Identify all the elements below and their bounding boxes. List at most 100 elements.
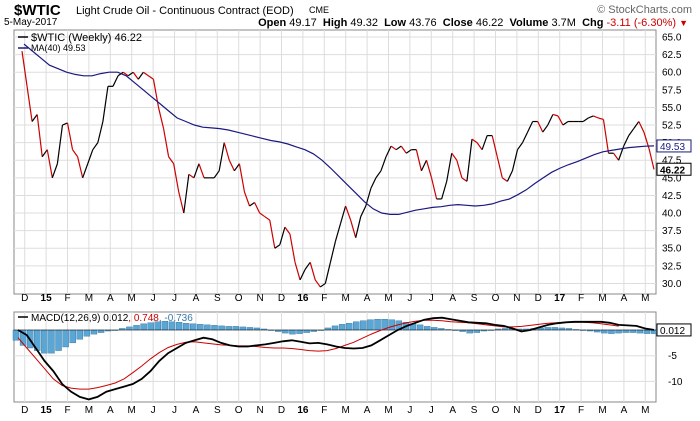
macd-histogram-bar (246, 327, 254, 331)
price-segment (446, 153, 453, 182)
price-segment (56, 124, 64, 164)
price-x-label: F (578, 293, 584, 304)
price-segment (522, 131, 529, 143)
price-segment (430, 177, 438, 200)
price-segment (415, 149, 423, 171)
macd-x-label: M (128, 405, 136, 416)
price-segment (279, 226, 286, 245)
price-segment (162, 128, 170, 157)
legend-ma: MA(40) 49.53 (31, 43, 86, 53)
description: Light Crude Oil - Continuous Contract (E… (76, 5, 294, 17)
macd-histogram-bar (374, 319, 381, 331)
macd-histogram-bar (303, 329, 310, 333)
macd-histogram-bar (282, 329, 289, 334)
price-segment (183, 174, 190, 214)
price-segment (623, 135, 630, 147)
price-x-label: 16 (297, 293, 309, 304)
price-x-label: M (384, 293, 392, 304)
macd-tick-label: -5 (668, 351, 677, 362)
macd-x-label: F (321, 405, 327, 416)
price-segment (496, 156, 503, 178)
price-tick-label: 55.0 (662, 103, 682, 114)
macd-histogram-bar (544, 327, 551, 331)
price-x-label: S (214, 293, 221, 304)
price-segment (218, 142, 225, 171)
price-segment (628, 128, 635, 136)
macd-histogram-bar (473, 329, 480, 333)
price-segment (143, 71, 149, 77)
price-tick-label: 35.0 (662, 244, 682, 255)
legend-macd-part: , -0.736 (159, 313, 193, 324)
price-tick-label: 65.0 (662, 33, 682, 44)
macd-histogram-bar (296, 329, 303, 334)
price-segment (385, 145, 392, 157)
price-x-label: O (235, 293, 243, 304)
macd-histogram-bar (615, 329, 622, 334)
price-segment (193, 163, 200, 179)
price-segment (102, 86, 109, 122)
price-segment (370, 177, 377, 189)
ma-last-value: 49.53 (660, 142, 685, 153)
price-segment (72, 149, 79, 158)
price-segment (223, 142, 230, 161)
macd-histogram-bar (232, 326, 239, 331)
macd-histogram-bar (338, 324, 346, 331)
price-tick-label: 52.5 (662, 121, 682, 132)
price-segment (466, 139, 473, 182)
price-x-label: N (513, 293, 520, 304)
price-segment (122, 71, 129, 77)
macd-histogram-bar (12, 329, 20, 341)
macd-x-label: S (471, 405, 478, 416)
macd-last-value-box (656, 323, 692, 337)
macd-histogram-bar (97, 329, 105, 333)
macd-line (17, 316, 655, 401)
price-segment (62, 122, 68, 126)
macd-x-label: J (407, 405, 412, 416)
macd-signal-line (17, 319, 619, 390)
macd-x-label: O (492, 405, 500, 416)
macd-x-label: M (384, 405, 392, 416)
price-x-label: A (449, 293, 456, 304)
price-segment (284, 226, 291, 235)
macd-histogram-bar (650, 329, 658, 334)
price-tick-label: 32.5 (662, 261, 682, 272)
macd-histogram-bar (423, 326, 431, 331)
macd-tick-label: -10 (668, 377, 683, 388)
price-segment (527, 121, 534, 133)
price-segment (461, 177, 468, 182)
macd-histogram-bar (331, 325, 339, 331)
macd-histogram-bar (551, 327, 558, 331)
price-segment (309, 262, 316, 281)
price-x-label: M (641, 293, 649, 304)
price-tick-label: 60.0 (662, 68, 682, 79)
macd-x-label: D (21, 405, 28, 416)
price-x-label: M (598, 293, 606, 304)
volume-value: 3.7M (551, 17, 576, 29)
legend-macd-part: , 0.748 (128, 313, 159, 324)
legend-price: $WTIC (Weekly) 46.22 (31, 32, 142, 44)
legend-macd-part: 0.012 (100, 313, 128, 324)
macd-histogram-bar (388, 319, 395, 331)
macd-histogram-bar (289, 329, 296, 335)
price-segment (562, 121, 569, 126)
macd-x-label: 17 (554, 405, 566, 416)
price-segment (552, 113, 559, 117)
price-segment (360, 205, 367, 217)
price-x-label: D (278, 293, 285, 304)
price-segment (168, 156, 175, 165)
price-segment (593, 115, 599, 119)
price-segment (350, 219, 357, 238)
macd-histogram-bar (190, 323, 197, 331)
price-x-label: A (193, 293, 200, 304)
price-segment (157, 107, 165, 129)
price-segment (390, 145, 397, 151)
price-segment (87, 149, 94, 164)
price-segment (602, 119, 610, 154)
macd-x-label: F (64, 405, 70, 416)
price-tick-label: 40.0 (662, 209, 682, 220)
price-segment (334, 223, 342, 242)
price-segment (77, 156, 84, 178)
price-segment (274, 244, 281, 249)
price-tick-label: 47.5 (662, 156, 682, 167)
price-x-label: D (535, 293, 542, 304)
